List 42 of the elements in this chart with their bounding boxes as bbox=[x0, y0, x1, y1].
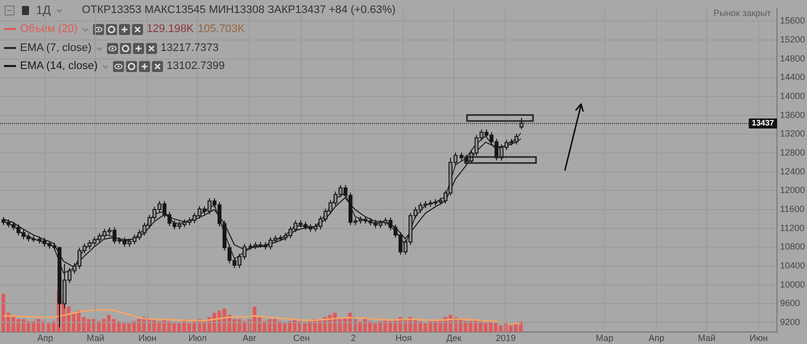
annotation: 129.198K bbox=[146, 23, 194, 35]
y-tick-label: 13200 bbox=[780, 128, 806, 139]
chart-subtitle: ОТКР13353 МАКС13545 МИН13308 ЗАКР13437 +84 (+0.63%) bbox=[82, 4, 396, 16]
y-tick-label: 14400 bbox=[780, 72, 806, 82]
x-tick-label: Май bbox=[86, 332, 104, 343]
x-tick-label: Апр bbox=[648, 332, 664, 343]
y-tick-label: 14000 bbox=[780, 90, 806, 101]
x-tick-label: Авг bbox=[242, 332, 258, 343]
y-tick-label: 9200 bbox=[780, 317, 800, 328]
ref-line-label: 13437 bbox=[752, 118, 775, 128]
x-tick-label: 2019 bbox=[496, 332, 516, 343]
x-tick-label: Ноя bbox=[395, 332, 412, 343]
y-tick-label: 15200 bbox=[780, 34, 806, 44]
annotation: 105.703K bbox=[198, 23, 245, 35]
y-tick-label: 9600 bbox=[780, 298, 800, 308]
x-tick-label: Июл bbox=[188, 332, 207, 343]
y-tick-label: 13600 bbox=[780, 110, 806, 120]
y-tick-label: 10800 bbox=[780, 242, 806, 252]
x-tick-label: Мар bbox=[596, 332, 614, 343]
y-tick-label: 14800 bbox=[780, 53, 806, 64]
annotation: Рынок закрыт bbox=[713, 8, 771, 18]
x-tick-label: 2 bbox=[350, 332, 356, 343]
y-tick-label: 12400 bbox=[780, 166, 806, 176]
legend-label: EMA (7, close) bbox=[20, 42, 92, 54]
x-tick-label: Июн bbox=[138, 332, 156, 343]
y-tick-label: 15600 bbox=[780, 16, 806, 26]
x-tick-label: Сен bbox=[293, 332, 310, 343]
y-tick-label: 11600 bbox=[780, 204, 804, 214]
y-tick-label: 10000 bbox=[780, 279, 806, 290]
chart-title: 1Д bbox=[36, 3, 51, 17]
y-tick-label: 11200 bbox=[780, 222, 804, 233]
x-tick-label: Дек bbox=[446, 332, 462, 343]
annotation: 13217.7373 bbox=[160, 42, 219, 54]
legend-label: Объём (20) bbox=[20, 23, 78, 35]
x-tick-label: Май bbox=[698, 332, 716, 343]
y-tick-label: 12000 bbox=[780, 185, 806, 196]
legend-label: EMA (14, close) bbox=[20, 60, 98, 72]
y-tick-label: 10400 bbox=[780, 260, 806, 271]
x-tick-label: Июн bbox=[749, 332, 768, 343]
annotation: 13102.7399 bbox=[166, 60, 225, 72]
x-tick-label: Апр bbox=[37, 332, 54, 343]
y-tick-label: 12800 bbox=[780, 147, 806, 158]
